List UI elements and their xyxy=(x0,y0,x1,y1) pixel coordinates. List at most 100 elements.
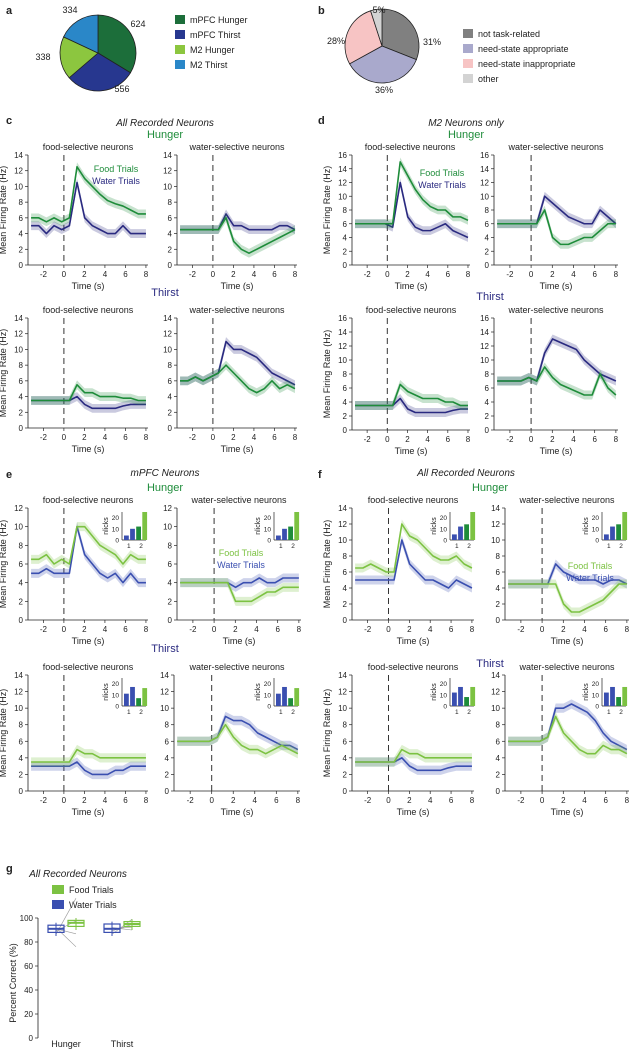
inset-bar xyxy=(276,693,281,706)
pie-chart xyxy=(59,14,137,92)
panel-label: e xyxy=(6,469,12,481)
x-tick-label: 2 xyxy=(407,625,412,634)
food-trials-error-band xyxy=(355,380,468,410)
y-tick-label: 10 xyxy=(163,345,172,354)
x-tick-label: -2 xyxy=(364,625,372,634)
x-axis-label: Time (s) xyxy=(551,807,584,817)
subplot-title: water-selective neurons xyxy=(507,305,604,315)
food-trials-line xyxy=(355,383,468,407)
water-trials-error-band xyxy=(31,178,146,238)
inset-bar xyxy=(294,688,300,706)
subplot: 0 2 4 6 8 10 12 14 -2 0 2 4 6 8 water-selective neuron… xyxy=(163,305,298,454)
y-tick-label: 4 xyxy=(485,398,490,407)
x-tick-label: 0 xyxy=(540,625,545,634)
subplot: 0 2 4 6 8 10 12 14 16 -2 0 2 4 6 8 water-selective neur… xyxy=(480,142,619,291)
x-tick-label: 2 xyxy=(405,270,410,279)
nlicks-inset: 0 10 20 1 2 nlicks xyxy=(255,512,300,550)
y-tick-label: 8 xyxy=(496,721,501,730)
y-tick-label: 0 xyxy=(19,616,24,625)
x-tick-label: 4 xyxy=(582,796,587,805)
x-tick-label: 6 xyxy=(272,270,277,279)
x-tick-label: 4 xyxy=(425,435,430,444)
y-tick-label: 6 xyxy=(485,220,490,229)
inset-y-label: nlicks xyxy=(103,683,110,701)
food-trials-line xyxy=(355,523,473,573)
x-tick-label: 8 xyxy=(466,435,471,444)
legend-swatch xyxy=(175,30,185,39)
water-trials-error-band xyxy=(355,535,472,593)
inset-x-tick-label: 1 xyxy=(279,543,283,550)
y-tick-label: 2 xyxy=(19,245,24,254)
y-tick-label: 0 xyxy=(19,424,24,433)
panel-label: b xyxy=(318,5,325,17)
x-axis-label: Time (s) xyxy=(540,281,573,291)
y-tick-label: 2 xyxy=(165,770,170,779)
inset-x-tick-label: 1 xyxy=(455,709,459,716)
y-tick-label: 10 xyxy=(163,182,172,191)
y-tick-label: 6 xyxy=(343,737,348,746)
inset-y-label: nlicks xyxy=(103,517,110,535)
y-tick-label: 8 xyxy=(19,541,24,550)
x-tick-label: -2 xyxy=(506,270,514,279)
inset-x-tick-label: 2 xyxy=(467,709,471,716)
y-tick-label: 2 xyxy=(19,408,24,417)
condition-title: Hunger xyxy=(147,129,183,141)
pie-slice xyxy=(344,10,383,65)
subplot: 0 2 4 6 8 10 12 14 -2 0 2 4 6 8 food-selective neurons… xyxy=(0,142,149,291)
y-tick-label: 0 xyxy=(343,616,348,625)
x-tick-label: 2 xyxy=(550,270,555,279)
x-tick-label: 6 xyxy=(272,433,277,442)
y-tick-label: 2 xyxy=(485,247,490,256)
legend-food-trials: Food Trials xyxy=(219,548,264,558)
y-tick-label: 100 xyxy=(20,914,34,923)
inset-bar xyxy=(282,528,287,540)
x-tick-label: 4 xyxy=(252,433,257,442)
water-trials-line xyxy=(31,761,146,776)
legend-label: M2 Thirst xyxy=(190,60,228,70)
y-tick-label: 14 xyxy=(491,504,500,513)
inset-bar xyxy=(288,698,293,706)
x-tick-label: -2 xyxy=(187,796,195,805)
water-trials-error-band xyxy=(180,209,295,235)
x-tick-label: 6 xyxy=(123,270,128,279)
inset-x-tick-label: 2 xyxy=(619,709,623,716)
x-tick-label: 0 xyxy=(62,433,67,442)
y-tick-label: 6 xyxy=(168,560,173,569)
x-tick-label: 4 xyxy=(103,625,108,634)
nlicks-inset: 0 10 20 1 2 nlicks xyxy=(583,512,628,550)
y-tick-label: 12 xyxy=(14,167,23,176)
y-axis-label: Mean Firing Rate (Hz) xyxy=(0,520,8,609)
y-tick-label: 10 xyxy=(480,192,489,201)
y-tick-label: 6 xyxy=(168,377,173,386)
y-tick-label: 0 xyxy=(485,261,490,270)
water-trials-line xyxy=(355,539,473,589)
x-tick-label: 0 xyxy=(540,796,545,805)
x-tick-label: 0 xyxy=(385,435,390,444)
x-tick-label: 6 xyxy=(592,435,597,444)
y-tick-label: 12 xyxy=(14,688,23,697)
y-tick-label: 8 xyxy=(485,370,490,379)
inset-x-tick-label: 1 xyxy=(455,543,459,550)
inset-y-label: nlicks xyxy=(431,683,438,701)
condition-title: Thirst xyxy=(151,287,179,299)
y-tick-label: 10 xyxy=(160,704,169,713)
legend-label: Water Trials xyxy=(69,900,117,910)
pie-chart xyxy=(344,8,420,84)
inset-bar xyxy=(458,686,463,706)
x-tick-label: -2 xyxy=(40,433,48,442)
water-trials-error-band xyxy=(31,522,146,588)
pie-value-label: 338 xyxy=(35,52,50,62)
y-tick-label: 6 xyxy=(19,214,24,223)
subplot-title: water-selective neurons xyxy=(188,662,285,672)
subplot-title: food-selective neurons xyxy=(43,662,134,672)
y-axis-label: Mean Firing Rate (Hz) xyxy=(322,166,332,255)
y-tick-label: 10 xyxy=(491,536,500,545)
y-tick-label: 8 xyxy=(496,552,501,561)
inset-bar xyxy=(130,528,135,540)
x-tick-label: 8 xyxy=(296,796,301,805)
y-tick-label: 4 xyxy=(168,393,173,402)
y-tick-label: 12 xyxy=(14,504,23,513)
y-axis-label: Percent Correct (%) xyxy=(8,943,18,1023)
pie-value-label: 28% xyxy=(327,36,345,46)
